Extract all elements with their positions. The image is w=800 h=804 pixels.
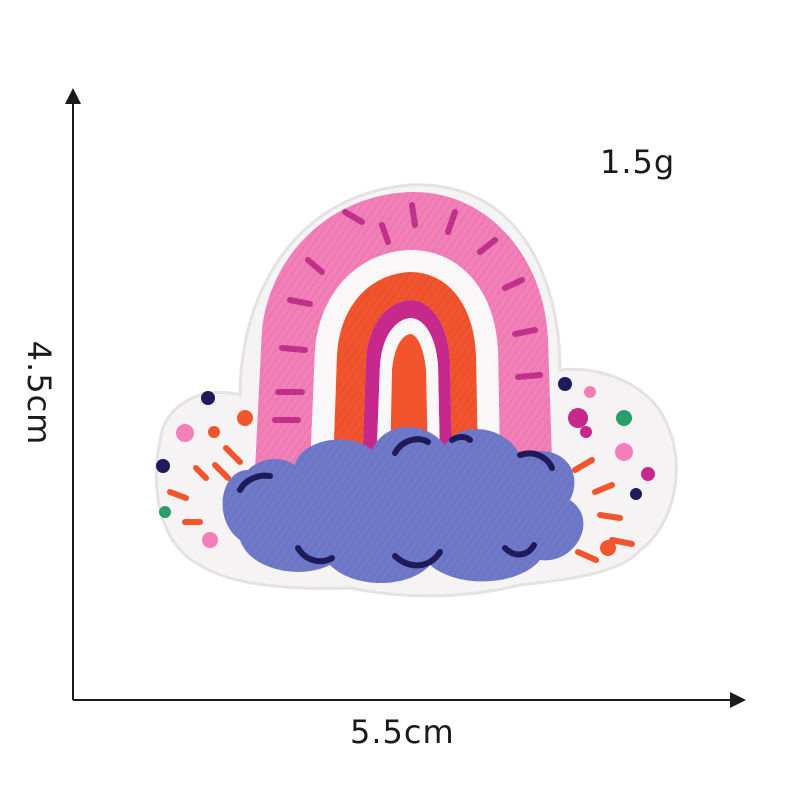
width-label: 5.5cm [350,713,455,751]
left-decorations [156,391,253,548]
weight-label: 1.5g [600,143,676,181]
height-label: 4.5cm [20,340,58,446]
pink-stitch-marks [272,202,543,423]
magenta-arc [362,300,452,470]
right-decorations [558,377,655,563]
cloud-stitches [237,434,555,569]
